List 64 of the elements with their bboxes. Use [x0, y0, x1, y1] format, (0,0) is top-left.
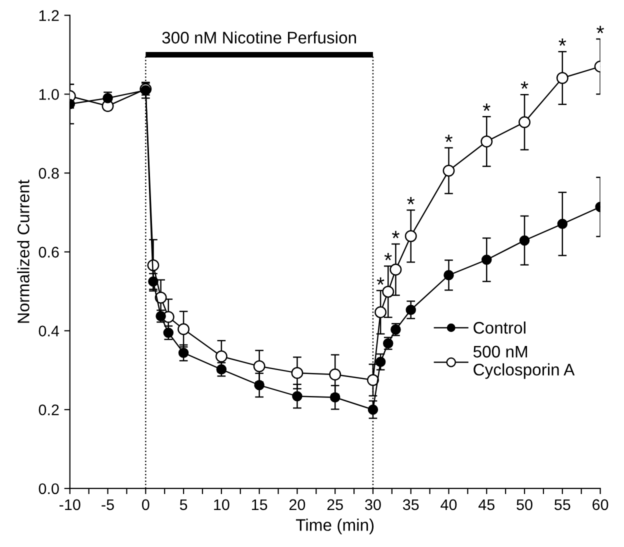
point: [291, 366, 304, 379]
x-tick-label: -10: [60, 499, 80, 510]
point: [481, 254, 492, 265]
point: [367, 374, 379, 386]
point: [178, 323, 190, 336]
y-tick-label: 0.8: [38, 168, 59, 179]
x-tick-label: 20: [289, 499, 306, 510]
y-tick-label: 1.0: [39, 89, 59, 100]
x-tick-label: 35: [402, 499, 419, 510]
annotation: *: [482, 104, 490, 111]
point: [390, 264, 402, 276]
x-tick-label: 0: [142, 499, 150, 510]
point: [329, 368, 342, 380]
point: [254, 380, 264, 390]
x-tick-label: 5: [180, 499, 188, 510]
point: [292, 391, 302, 402]
x-tick-label: 45: [478, 499, 494, 510]
point: [404, 230, 417, 242]
annotation: *: [445, 134, 452, 142]
point: [375, 356, 386, 368]
annotation: *: [376, 277, 384, 285]
point: [519, 235, 530, 246]
legend-label: 500 nM Cyclosporin A: [473, 346, 575, 379]
y-tick-label: 0.2: [38, 404, 59, 416]
point: [556, 72, 568, 84]
point: [382, 286, 394, 298]
point: [154, 292, 167, 304]
annotation: *: [392, 230, 400, 238]
annotation: *: [596, 26, 604, 34]
annotation: 300 nM Nicotine Perfusion: [162, 31, 356, 44]
point: [330, 392, 340, 403]
x-tick-label: 55: [554, 499, 570, 510]
point: [253, 360, 266, 372]
y-tick-label: 0.0: [38, 483, 59, 494]
point: [374, 306, 387, 318]
x-axis-title: Time (min): [296, 518, 374, 534]
point: [480, 136, 493, 148]
annotation: *: [384, 252, 392, 260]
point: [518, 116, 530, 128]
x-tick-label: 40: [440, 499, 457, 510]
x-tick-label: -5: [102, 499, 114, 510]
annotation: *: [407, 197, 415, 204]
legend-label: Control: [474, 321, 526, 334]
point: [148, 276, 158, 287]
y-tick-label: 1.2: [39, 10, 59, 21]
y-tick-label: 0.4: [38, 326, 60, 336]
x-tick-label: 10: [214, 499, 230, 510]
y-axis-title: Normalized Current: [17, 180, 30, 323]
annotation: *: [558, 38, 566, 46]
point: [406, 304, 416, 315]
point: [442, 164, 455, 177]
y-tick-label: 0.6: [38, 246, 59, 258]
point: [215, 350, 228, 362]
point: [557, 218, 568, 230]
x-tick-label: 60: [592, 499, 608, 510]
x-tick-label: 25: [327, 499, 343, 510]
point: [163, 328, 174, 338]
point: [368, 404, 378, 415]
point: [444, 270, 454, 280]
x-tick-label: 15: [252, 499, 268, 510]
point: [178, 348, 189, 358]
x-tick-label: 50: [516, 499, 532, 510]
annotation: *: [520, 81, 528, 89]
x-tick-label: 30: [365, 499, 381, 510]
